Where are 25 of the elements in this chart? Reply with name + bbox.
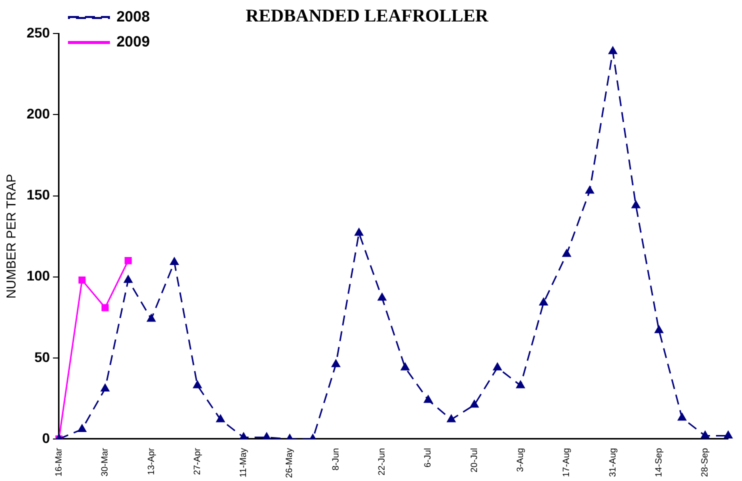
x-tick-label: 26-May <box>284 447 294 478</box>
y-tick-label: 50 <box>34 348 50 365</box>
chart-title: REDBANDED LEAFROLLER <box>246 5 490 26</box>
y-tick-label: 100 <box>26 268 50 284</box>
x-tick-label: 28-Sep <box>700 448 710 478</box>
y-axis-title: NUMBER PER TRAP <box>3 174 18 299</box>
x-tick-label: 6-Jul <box>422 448 433 468</box>
x-tick-label: 16-Mar <box>53 448 64 477</box>
x-tick-label: 31-Aug <box>607 448 618 478</box>
x-tick-label: 3-Aug <box>514 448 525 472</box>
x-tick-label: 30-Mar <box>100 448 110 477</box>
legend-label: 2008 <box>116 8 150 26</box>
x-tick-label: 20-Jul <box>468 448 479 473</box>
y-tick-label: 250 <box>26 24 50 40</box>
y-tick-label: 0 <box>42 430 50 446</box>
x-tick-label: 17-Aug <box>561 448 572 478</box>
legend-label: 2009 <box>116 34 150 51</box>
x-tick-label: 22-Jun <box>376 448 387 476</box>
x-tick-label: 8-Jun <box>330 448 340 471</box>
y-tick-label: 200 <box>26 106 50 122</box>
x-tick-label: 27-Apr <box>192 448 202 476</box>
x-tick-label: 11-May <box>238 447 248 478</box>
x-tick-label: 13-Apr <box>146 448 156 476</box>
x-tick-label: 14-Sep <box>653 448 664 478</box>
y-tick-label: 150 <box>26 186 50 203</box>
